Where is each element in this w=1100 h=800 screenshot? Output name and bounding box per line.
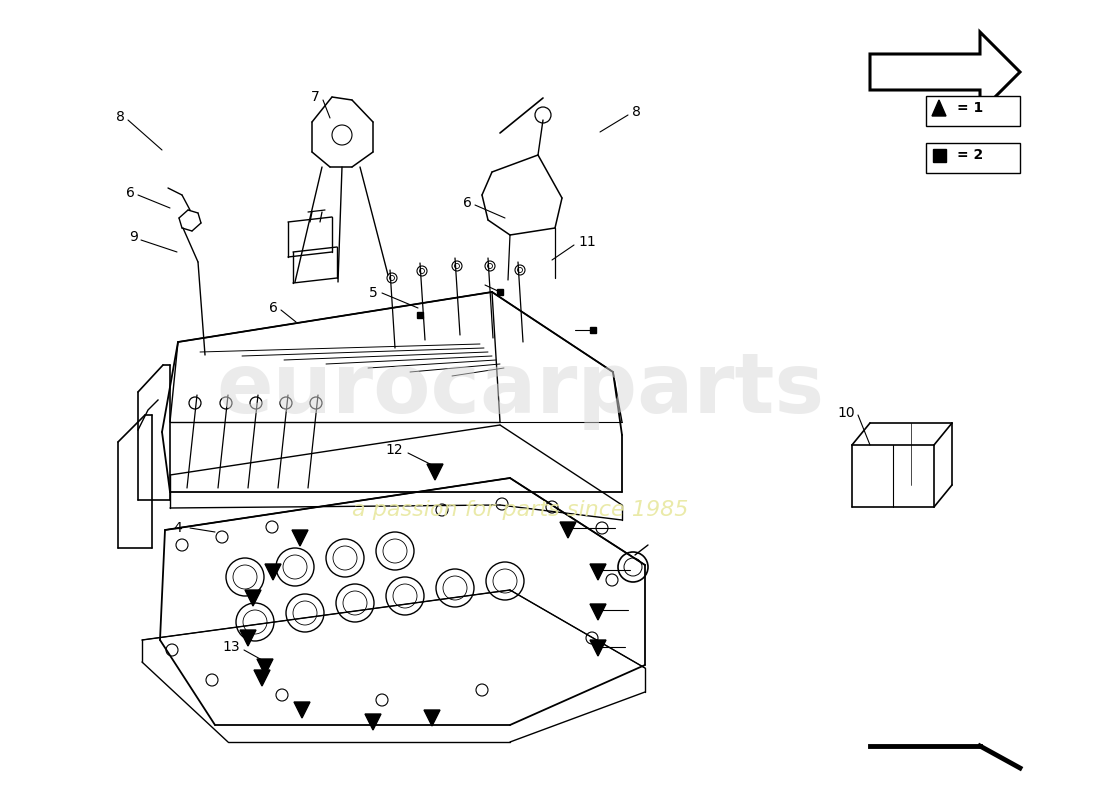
- Text: 6: 6: [126, 186, 135, 200]
- Text: = 2: = 2: [957, 148, 983, 162]
- Polygon shape: [590, 564, 606, 580]
- Text: 4: 4: [174, 521, 182, 535]
- Polygon shape: [427, 464, 443, 480]
- Text: 10: 10: [837, 406, 855, 420]
- Polygon shape: [254, 670, 270, 686]
- Bar: [417, 312, 424, 318]
- Text: 7: 7: [311, 90, 320, 104]
- Text: 9: 9: [129, 230, 138, 244]
- Text: 6: 6: [463, 196, 472, 210]
- Bar: [590, 327, 596, 333]
- Polygon shape: [365, 714, 381, 730]
- Polygon shape: [240, 630, 256, 646]
- Polygon shape: [292, 530, 308, 546]
- Text: 8: 8: [117, 110, 125, 124]
- Text: 13: 13: [222, 640, 240, 654]
- Polygon shape: [590, 640, 606, 656]
- Polygon shape: [932, 100, 946, 116]
- Polygon shape: [294, 702, 310, 718]
- Bar: [497, 289, 503, 295]
- Polygon shape: [424, 710, 440, 726]
- FancyBboxPatch shape: [926, 143, 1020, 173]
- Polygon shape: [590, 604, 606, 620]
- Polygon shape: [257, 659, 273, 675]
- Text: 6: 6: [270, 301, 278, 315]
- Text: eurocarparts: eurocarparts: [216, 350, 824, 430]
- Bar: [933, 149, 946, 162]
- Polygon shape: [265, 564, 280, 580]
- FancyBboxPatch shape: [926, 96, 1020, 126]
- Text: a passion for parts since 1985: a passion for parts since 1985: [352, 500, 689, 520]
- Text: 5: 5: [370, 286, 378, 300]
- Polygon shape: [560, 522, 576, 538]
- Text: = 1: = 1: [957, 101, 983, 115]
- Polygon shape: [245, 590, 261, 606]
- Text: 11: 11: [578, 235, 596, 249]
- Text: 12: 12: [385, 443, 403, 457]
- Text: 8: 8: [632, 105, 641, 119]
